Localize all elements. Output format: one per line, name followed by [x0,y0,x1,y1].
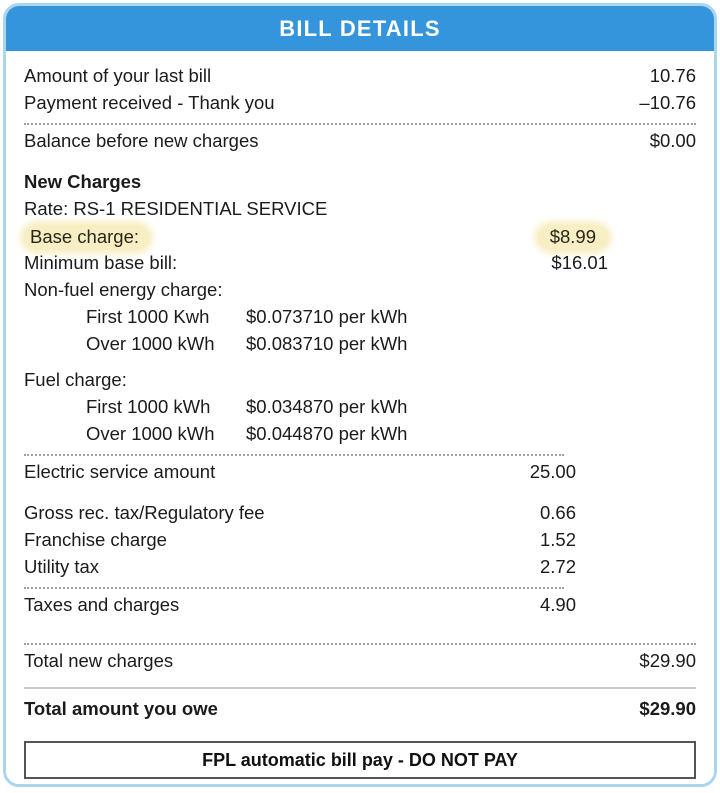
fuel-charge-row: Fuel charge: [24,369,696,396]
tax-label-gross-receipts: Gross rec. tax/Regulatory fee [24,502,265,523]
fuel-charge-label: Fuel charge: [24,369,127,390]
electric-service-label: Electric service amount [24,461,216,482]
divider-before-total-owed [24,687,696,689]
total-amount-owed-amount: $29.90 [639,698,696,719]
total-new-charges-amount: $29.90 [639,650,696,671]
minimum-base-bill-label: Minimum base bill: [24,252,178,273]
non-fuel-tier-row-2: Over 1000 kWh $0.083710 per kWh [24,333,696,360]
base-charge-row: Base charge: $8.99 [24,225,696,252]
balance-label: Balance before new charges [24,130,259,151]
tax-row-gross-receipts: Gross rec. tax/Regulatory fee 0.66 [24,502,696,529]
total-new-charges-label: Total new charges [24,650,174,671]
divider-after-fuel-charges [24,454,564,456]
taxes-total-row: Taxes and charges 4.90 [24,594,696,621]
footer-notice-wrap: FPL automatic bill pay - DO NOT PAY [6,741,714,779]
fuel-tier-row-2: Over 1000 kWh $0.044870 per kWh [24,423,696,450]
base-charge-label-wrap: Base charge: [24,225,498,250]
non-fuel-energy-charge-row: Non-fuel energy charge: [24,279,696,306]
tax-row-franchise-charge: Franchise charge 1.52 [24,529,696,556]
new-charges-heading: New Charges [24,171,142,192]
summary-label-last-bill: Amount of your last bill [24,65,212,86]
minimum-base-bill-amount: $16.01 [551,252,608,273]
base-charge-amount-wrap: $8.99 [498,225,608,250]
rate-plan-row: Rate: RS-1 RESIDENTIAL SERVICE [24,198,696,225]
page-title: BILL DETAILS [279,15,441,41]
bill-details-header: BILL DETAILS [6,6,714,51]
divider-after-summary [24,123,696,125]
fuel-tier-label-2: Over 1000 kWh [86,423,215,444]
divider-after-taxes-items [24,587,564,589]
non-fuel-tier-label-1: First 1000 Kwh [86,306,210,327]
summary-amount-last-bill: 10.76 [649,65,696,86]
summary-label-payment-received: Payment received - Thank you [24,92,275,113]
non-fuel-tier-rate-1: $0.073710 per kWh [246,306,408,327]
electric-service-amount: 25.00 [529,461,576,482]
balance-row: Balance before new charges $0.00 [24,130,696,157]
divider-before-total-new-charges [24,643,696,645]
spacer-before-fuel-charge [24,360,696,369]
tax-amount-franchise-charge: 1.52 [539,529,576,550]
rate-plan-label: Rate: RS-1 RESIDENTIAL SERVICE [24,198,328,219]
fuel-tier-label-1: First 1000 kWh [86,396,211,417]
spacer-before-total-new-charges [24,621,696,639]
summary-row-payment-received: Payment received - Thank you –10.76 [24,92,696,119]
tax-amount-gross-receipts: 0.66 [539,502,576,523]
total-amount-owed-label: Total amount you owe [24,698,218,719]
fuel-tier-rate-1: $0.034870 per kWh [246,396,408,417]
tax-label-franchise-charge: Franchise charge [24,529,167,550]
base-charge-amount-highlight: $8.99 [537,225,608,250]
summary-amount-payment-received: –10.76 [639,92,696,113]
non-fuel-tier-label-2: Over 1000 kWh [86,333,215,354]
spacer-before-new-charges [24,157,696,171]
bill-details-card: BILL DETAILS Amount of your last bill 10… [3,3,717,787]
fuel-tier-rate-2: $0.044870 per kWh [246,423,408,444]
non-fuel-tier-row-1: First 1000 Kwh $0.073710 per kWh [24,306,696,333]
new-charges-heading-row: New Charges [24,171,696,198]
footer-notice-text: FPL automatic bill pay - DO NOT PAY [202,749,518,770]
taxes-total-label: Taxes and charges [24,594,180,615]
non-fuel-tier-rate-2: $0.083710 per kWh [246,333,408,354]
tax-row-utility-tax: Utility tax 2.72 [24,556,696,583]
base-charge-label-highlight: Base charge: [24,225,150,250]
minimum-base-bill-row: Minimum base bill: $16.01 [24,252,696,279]
footer-notice-box: FPL automatic bill pay - DO NOT PAY [24,741,696,779]
bill-details-body: Amount of your last bill 10.76 Payment r… [6,51,714,725]
tax-amount-utility-tax: 2.72 [539,556,576,577]
taxes-total-amount: 4.90 [539,594,576,615]
total-new-charges-row: Total new charges $29.90 [24,650,696,677]
tax-label-utility-tax: Utility tax [24,556,100,577]
non-fuel-energy-charge-label: Non-fuel energy charge: [24,279,223,300]
electric-service-row: Electric service amount 25.00 [24,461,696,488]
balance-amount: $0.00 [649,130,696,151]
fuel-tier-row-1: First 1000 kWh $0.034870 per kWh [24,396,696,423]
summary-row-last-bill: Amount of your last bill 10.76 [24,65,696,92]
spacer-before-taxes [24,488,696,502]
total-amount-owed-row: Total amount you owe $29.90 [24,698,696,725]
